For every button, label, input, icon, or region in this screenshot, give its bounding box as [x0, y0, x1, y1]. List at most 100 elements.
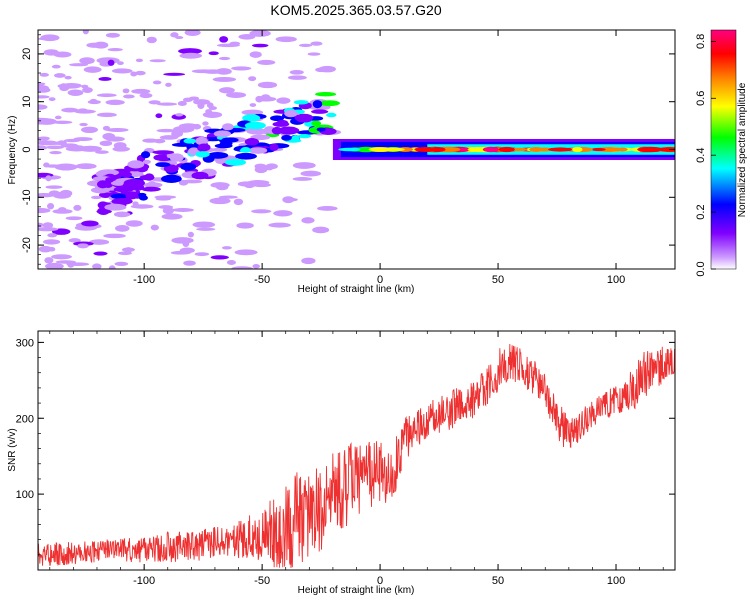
noise-blob	[172, 208, 194, 212]
drift-blob	[161, 174, 182, 183]
noise-blob	[83, 66, 102, 73]
noise-blob	[38, 145, 48, 151]
noise-blob	[148, 100, 161, 105]
noise-blob	[42, 222, 54, 229]
noise-blob	[292, 162, 316, 169]
noise-blob	[43, 162, 50, 168]
noise-blob	[234, 249, 258, 256]
noise-blob	[69, 63, 89, 67]
noise-blob	[165, 82, 172, 87]
noise-blob	[300, 170, 322, 177]
noise-blob	[45, 262, 64, 269]
colorbar-tick-label: 0.8	[695, 34, 707, 49]
x-tick-label: 50	[492, 274, 504, 286]
noise-blob	[42, 239, 61, 245]
noise-blob	[106, 127, 129, 132]
colorbar-tick-label: 0.6	[695, 91, 707, 106]
noise-blob	[218, 87, 235, 94]
drift-blob	[269, 143, 279, 151]
noise-blob	[40, 34, 60, 42]
noise-blob	[196, 227, 216, 231]
noise-blob	[231, 266, 253, 269]
noise-blob	[55, 260, 77, 264]
drift-blob	[95, 171, 105, 177]
x-tick-label: 0	[377, 575, 383, 587]
noise-blob	[210, 182, 230, 189]
drift-blob	[197, 145, 209, 152]
drift-blob	[139, 174, 155, 181]
noise-blob	[38, 208, 51, 214]
noise-blob	[202, 111, 223, 118]
noise-blob	[52, 120, 73, 125]
noise-blob	[38, 118, 57, 125]
noise-blob	[233, 198, 244, 206]
noise-blob	[142, 138, 159, 143]
noise-blob	[225, 92, 247, 98]
noise-blob	[238, 34, 256, 40]
drift-blob	[178, 179, 189, 186]
snr-series-line	[38, 343, 675, 568]
noise-blob	[123, 94, 135, 99]
drift-blob	[152, 150, 175, 155]
y-tick-label: -10	[21, 189, 33, 205]
drift-blob	[242, 114, 261, 122]
noise-blob	[170, 32, 179, 38]
noise-blob	[45, 145, 64, 150]
noise-blob	[51, 64, 61, 69]
noise-blob	[121, 247, 135, 252]
x-tick-label: 50	[492, 575, 504, 587]
drift-blob	[311, 109, 329, 114]
noise-blob	[289, 69, 304, 75]
carrier-blob	[482, 146, 499, 153]
noise-blob	[178, 123, 199, 129]
noise-blob	[113, 142, 127, 149]
noise-blob	[248, 76, 257, 82]
drift-blob	[142, 159, 151, 164]
colorbar-tick-label: 0.2	[695, 204, 707, 219]
drift-blob	[90, 186, 111, 194]
noise-blob	[215, 68, 232, 75]
noise-blob	[98, 77, 112, 81]
noise-blob	[38, 95, 50, 99]
noise-blob	[301, 217, 315, 224]
noise-blob	[156, 102, 178, 106]
drift-blob	[191, 171, 209, 180]
noise-blob	[155, 113, 163, 119]
carrier-blob	[572, 146, 583, 153]
noise-blob	[292, 177, 313, 181]
drift-blob	[105, 177, 114, 183]
drift-blob	[211, 147, 228, 152]
drift-blob	[235, 152, 257, 160]
noise-blob	[111, 68, 133, 74]
noise-blob	[317, 206, 338, 211]
drift-blob	[281, 134, 292, 141]
drift-blob	[96, 180, 109, 189]
y-tick-label: -20	[21, 237, 33, 253]
colorbar: 0.0 0.2 0.4 0.6 0.8 Normalized spectral ampl…	[695, 29, 748, 277]
noise-blob	[298, 43, 313, 48]
noise-blob	[218, 56, 231, 61]
noise-blob	[38, 104, 48, 110]
carrier-blob	[591, 147, 606, 152]
carrier-blob	[377, 147, 405, 152]
snr-y-label: SNR (v/v)	[7, 428, 18, 471]
noise-blob	[219, 36, 229, 43]
noise-blob	[38, 136, 50, 141]
carrier-blob	[535, 147, 553, 152]
noise-blob	[150, 224, 159, 231]
noise-blob	[149, 59, 166, 63]
noise-blob	[99, 140, 113, 147]
noise-blob	[64, 75, 72, 80]
drift-blob	[183, 138, 197, 144]
spectrogram-y-label: Frequency (Hz)	[7, 116, 18, 185]
noise-blob	[45, 175, 52, 182]
noise-blob	[163, 72, 186, 76]
snr-ticks: -100 -50 0 50 100 100 200 300	[16, 331, 675, 587]
noise-blob	[67, 89, 84, 96]
noise-blob	[90, 195, 102, 200]
x-tick-label: 100	[607, 575, 625, 587]
noise-blob	[229, 41, 241, 46]
noise-blob	[275, 36, 297, 43]
drift-blob	[127, 160, 145, 169]
